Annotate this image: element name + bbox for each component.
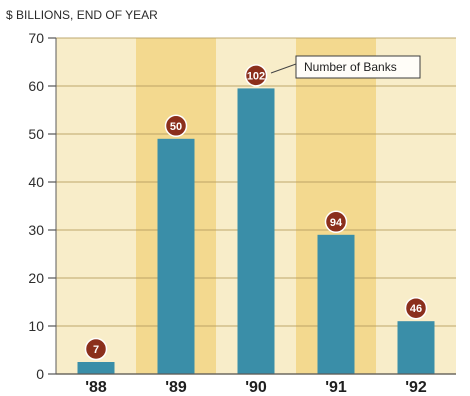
y-tick-label: 30 <box>28 222 44 238</box>
bars <box>77 88 435 375</box>
x-tick-label: '92 <box>405 379 427 396</box>
bank-count-label: 46 <box>410 303 422 315</box>
bar <box>237 88 275 375</box>
bank-count-badge <box>324 210 348 234</box>
y-tick-label: 40 <box>28 174 44 190</box>
annotations: 7 50 102 94 46 Number of Banks <box>84 55 428 361</box>
bank-count-label: 94 <box>330 217 343 229</box>
axes <box>48 37 456 375</box>
y-tick-label: 60 <box>28 78 44 94</box>
bank-count-badge <box>84 337 108 361</box>
legend-label: Number of Banks <box>304 60 397 74</box>
x-tick-label: '90 <box>245 379 267 396</box>
legend-leader-line <box>270 63 297 74</box>
bank-count-label: 50 <box>170 121 182 133</box>
y-tick-label: 50 <box>28 126 44 142</box>
x-tick-label: '89 <box>165 379 187 396</box>
y-tick-label: 10 <box>28 318 44 334</box>
bank-count-badge <box>404 296 428 320</box>
labels: 0 10 20 30 40 50 60 70 $ BILLIONS, END OF YEAR '8… <box>6 8 427 396</box>
legend-box <box>295 55 421 79</box>
bank-count-label: 102 <box>247 70 265 82</box>
y-tick-label: 70 <box>28 30 44 46</box>
bar <box>317 234 355 374</box>
x-tick-label: '91 <box>325 379 347 396</box>
background-band <box>56 38 136 374</box>
bar <box>77 362 115 374</box>
bank-count-badge <box>244 64 268 87</box>
y-tick-label: 20 <box>28 270 44 286</box>
unit-label: $ BILLIONS, END OF YEAR <box>6 8 158 22</box>
bank-count-badge <box>164 114 188 138</box>
x-tick-label: '88 <box>85 379 107 396</box>
y-tick-label: 0 <box>36 366 44 382</box>
bank-count-label: 7 <box>93 344 99 356</box>
bar <box>397 321 435 374</box>
bar <box>157 138 195 374</box>
